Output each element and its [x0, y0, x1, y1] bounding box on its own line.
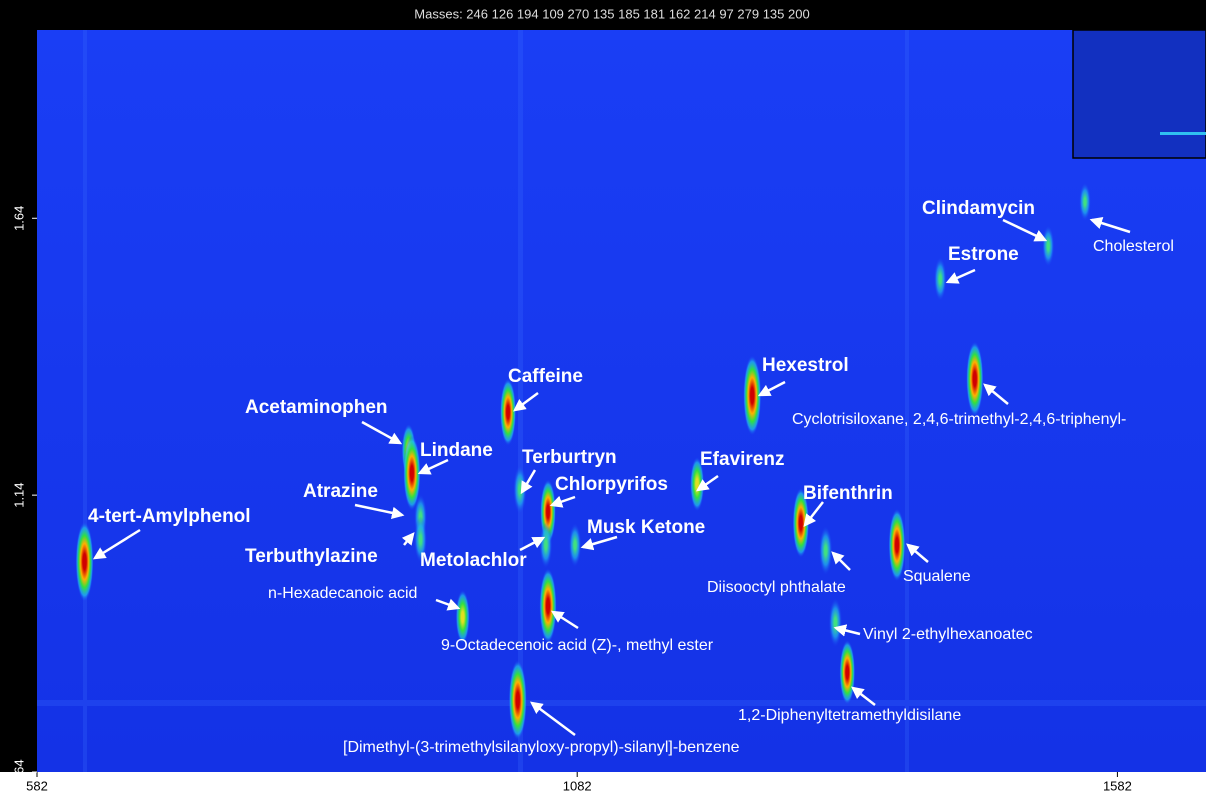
- x-axis-strip: [0, 772, 1206, 793]
- x-tick-label: 1082: [563, 778, 592, 793]
- y-tick-label: 0.64: [11, 759, 26, 784]
- peak-label: Bifenthrin: [803, 483, 893, 504]
- peak-label: Caffeine: [508, 366, 583, 387]
- peak-label: Cyclotrisiloxane, 2,4,6-trimethyl-2,4,6-…: [792, 411, 1126, 428]
- annotation-arrow: [519, 536, 546, 552]
- annotation-arrow: [361, 420, 403, 445]
- annotation-arrow: [529, 701, 576, 737]
- peak-label: Hexestrol: [762, 355, 849, 376]
- annotation-arrow: [401, 532, 415, 546]
- annotation-arrow: [695, 474, 719, 492]
- peak-label: Chlorpyrifos: [555, 474, 668, 495]
- annotation-arrow: [417, 458, 449, 475]
- annotation-arrow: [512, 391, 539, 412]
- peak-label: Terburtryn: [522, 447, 617, 468]
- annotation-arrow: [803, 501, 824, 527]
- peak: [403, 435, 421, 511]
- peak-label: n-Hexadecanoic acid: [268, 585, 417, 602]
- peak: [792, 488, 810, 558]
- peak: [839, 640, 856, 705]
- peak: [414, 516, 427, 563]
- annotation-arrow: [906, 543, 929, 563]
- annotation-arrow: [550, 610, 579, 630]
- peak: [539, 521, 553, 569]
- annotation-arrow: [833, 624, 861, 637]
- peak-label: Squalene: [903, 568, 971, 585]
- masses-header: Masses: 246 126 194 109 270 135 185 181 …: [414, 6, 809, 21]
- peak-label: 4-tert-Amylphenol: [88, 506, 251, 527]
- peak-label: [Dimethyl-(3-trimethylsilanyloxy-propyl)…: [343, 739, 740, 756]
- peak: [75, 521, 94, 602]
- peak: [888, 508, 906, 582]
- peak: [819, 526, 833, 575]
- peak: [743, 355, 762, 436]
- peak-label: Acetaminophen: [245, 397, 388, 418]
- peak: [828, 598, 843, 647]
- peak-label: Cholesterol: [1093, 238, 1174, 255]
- inset-trace: [1160, 132, 1206, 135]
- peak: [500, 378, 517, 446]
- peak: [1079, 182, 1091, 221]
- annotation-arrow: [1002, 218, 1048, 242]
- peak: [934, 257, 947, 301]
- peak-label: Diisooctyl phthalate: [707, 579, 846, 596]
- annotation-arrow: [983, 383, 1009, 405]
- x-tick-label: 582: [26, 778, 48, 793]
- y-tick-label: 1.64: [11, 206, 26, 231]
- peak: [1042, 225, 1055, 267]
- peak: [508, 660, 527, 741]
- peak-label: Atrazine: [303, 481, 378, 502]
- peak-label: Lindane: [420, 440, 493, 461]
- peak-label: 9-Octadecenoic acid (Z)-, methyl ester: [441, 637, 714, 654]
- annotation-arrow: [831, 551, 851, 571]
- annotation-arrow: [354, 503, 405, 520]
- peak-label: Vinyl 2-ethylhexanoatec: [863, 626, 1033, 643]
- annotation-arrow: [757, 380, 786, 397]
- peak-label: Musk Ketone: [587, 517, 705, 538]
- annotation-arrow: [1089, 217, 1131, 234]
- annotation-arrow: [435, 598, 461, 611]
- peak-label: Efavirenz: [700, 449, 784, 470]
- inset-overview: [1072, 29, 1206, 159]
- annotation-arrow: [945, 268, 976, 284]
- peak: [539, 568, 557, 644]
- plot-area: [37, 30, 1206, 772]
- annotation-arrow: [580, 535, 618, 551]
- peak: [568, 523, 582, 567]
- annotation-arrow: [520, 469, 537, 495]
- peak-label: Metolachlor: [420, 550, 527, 571]
- annotation-arrow: [92, 528, 141, 560]
- peak-label: Terbuthylazine: [245, 546, 378, 567]
- peak: [513, 465, 527, 514]
- y-tick-label: 1.14: [11, 482, 26, 507]
- annotation-arrow: [549, 495, 576, 508]
- peak-label: Estrone: [948, 244, 1019, 265]
- peak-label: Clindamycin: [922, 198, 1035, 219]
- peak: [966, 341, 984, 417]
- peak: [455, 589, 470, 644]
- x-tick-label: 1582: [1103, 778, 1132, 793]
- annotation-arrow: [851, 686, 876, 706]
- header-bar: [0, 0, 1206, 30]
- peak-label: 1,2-Diphenyltetramethyldisilane: [738, 707, 961, 724]
